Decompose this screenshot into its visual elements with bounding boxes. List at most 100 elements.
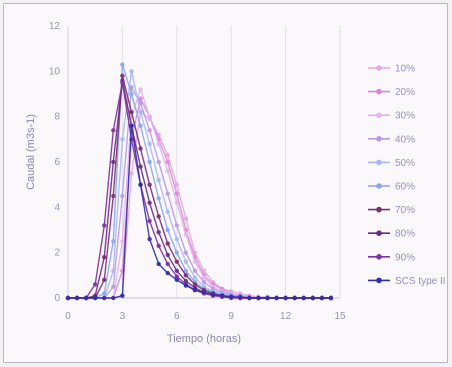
legend-label: 30%: [395, 111, 415, 122]
x-axis-title: Tiempo (horas): [167, 333, 241, 345]
legend-label: 40%: [395, 134, 415, 145]
data-point: [174, 182, 179, 187]
data-point: [156, 230, 161, 235]
data-point: [165, 227, 170, 233]
data-point: [120, 137, 125, 142]
legend-item: SCS type II: [368, 276, 446, 287]
data-point: [129, 69, 134, 74]
data-point: [183, 278, 189, 284]
legend-swatch-marker: [376, 112, 382, 118]
data-point: [111, 284, 116, 289]
legend-item: 10%: [368, 64, 415, 75]
y-tick-label: 10: [49, 66, 61, 77]
data-point: [256, 295, 261, 301]
data-point: [147, 218, 152, 224]
data-point: [156, 243, 161, 249]
data-point: [219, 293, 225, 298]
data-point: [229, 294, 234, 300]
data-point: [165, 153, 170, 158]
x-tick-label: 0: [65, 311, 71, 322]
legend-swatch-marker: [376, 230, 382, 236]
data-point: [183, 273, 189, 278]
data-point: [147, 200, 152, 205]
data-point: [165, 270, 170, 276]
data-point: [319, 295, 325, 301]
legend-item: 30%: [368, 111, 415, 122]
data-point: [210, 292, 216, 297]
data-point: [192, 282, 198, 287]
legend-label: SCS type II: [395, 276, 446, 287]
data-point: [147, 141, 152, 147]
data-point: [93, 295, 98, 301]
data-point: [183, 232, 189, 237]
data-point: [165, 159, 170, 165]
x-tick-labels: 0 3 6 9 12 15: [65, 311, 346, 322]
data-point: [111, 128, 116, 133]
legend-item: 70%: [368, 205, 415, 216]
data-point: [165, 241, 170, 246]
data-point: [247, 295, 252, 301]
data-point: [174, 223, 179, 228]
axes: [67, 26, 340, 299]
data-point: [138, 182, 143, 187]
data-point: [274, 295, 279, 301]
data-point: [102, 295, 107, 301]
legend-label: 10%: [395, 64, 415, 75]
legend-item: 50%: [368, 158, 415, 169]
data-point: [129, 123, 134, 128]
data-point: [147, 182, 152, 187]
data-point: [165, 191, 170, 196]
data-point: [156, 141, 161, 147]
data-point: [174, 191, 179, 196]
data-point: [102, 223, 107, 228]
data-point: [192, 275, 198, 280]
y-axis-title: Caudal (m3s-1): [25, 114, 37, 190]
x-tick-label: 6: [174, 311, 180, 322]
legend-item: 40%: [368, 134, 415, 145]
data-point: [138, 96, 143, 101]
data-point: [292, 295, 297, 301]
data-point: [83, 295, 89, 301]
legend-swatch-marker: [376, 183, 382, 189]
data-point: [120, 293, 125, 298]
x-tick-label: 3: [120, 311, 126, 322]
data-point: [120, 80, 125, 85]
data-point: [238, 294, 243, 300]
data-point: [120, 239, 125, 244]
data-point: [201, 279, 207, 285]
y-tick-label: 4: [54, 202, 60, 213]
legend-swatch-marker: [376, 277, 382, 284]
data-point: [156, 261, 161, 267]
data-point: [283, 295, 288, 301]
data-point: [93, 282, 98, 287]
data-point: [129, 91, 134, 97]
data-point: [174, 200, 179, 205]
legend-label: 20%: [395, 87, 415, 98]
data-point: [174, 250, 179, 255]
data-point: [111, 193, 116, 199]
series-line: [68, 70, 331, 299]
data-point: [65, 295, 71, 301]
chart-frame: 0 2 4 6 8 10 12 0 3 6 9 12 15 Caudal (m3s-1) Tiempo…: [3, 3, 448, 363]
data-point: [310, 295, 315, 301]
y-tick-label: 0: [54, 293, 60, 304]
data-point: [129, 109, 134, 115]
series-group: [65, 62, 334, 301]
legend-swatch-marker: [376, 136, 382, 142]
chart: 0 2 4 6 8 10 12 0 3 6 9 12 15 Caudal (m3s-1) Tiempo…: [25, 21, 446, 345]
data-point: [147, 159, 152, 165]
data-point: [138, 109, 143, 115]
data-point: [138, 123, 143, 128]
data-point: [265, 295, 270, 301]
data-point: [156, 214, 161, 219]
data-point: [201, 290, 207, 295]
data-point: [147, 236, 152, 242]
legend-swatch-marker: [376, 159, 382, 166]
data-point: [183, 268, 189, 273]
legend-item: 60%: [368, 182, 415, 193]
data-point: [174, 268, 179, 273]
data-point: [183, 259, 189, 264]
legend-item: 20%: [368, 87, 415, 98]
legend-item: 80%: [368, 229, 415, 240]
data-point: [174, 259, 179, 264]
